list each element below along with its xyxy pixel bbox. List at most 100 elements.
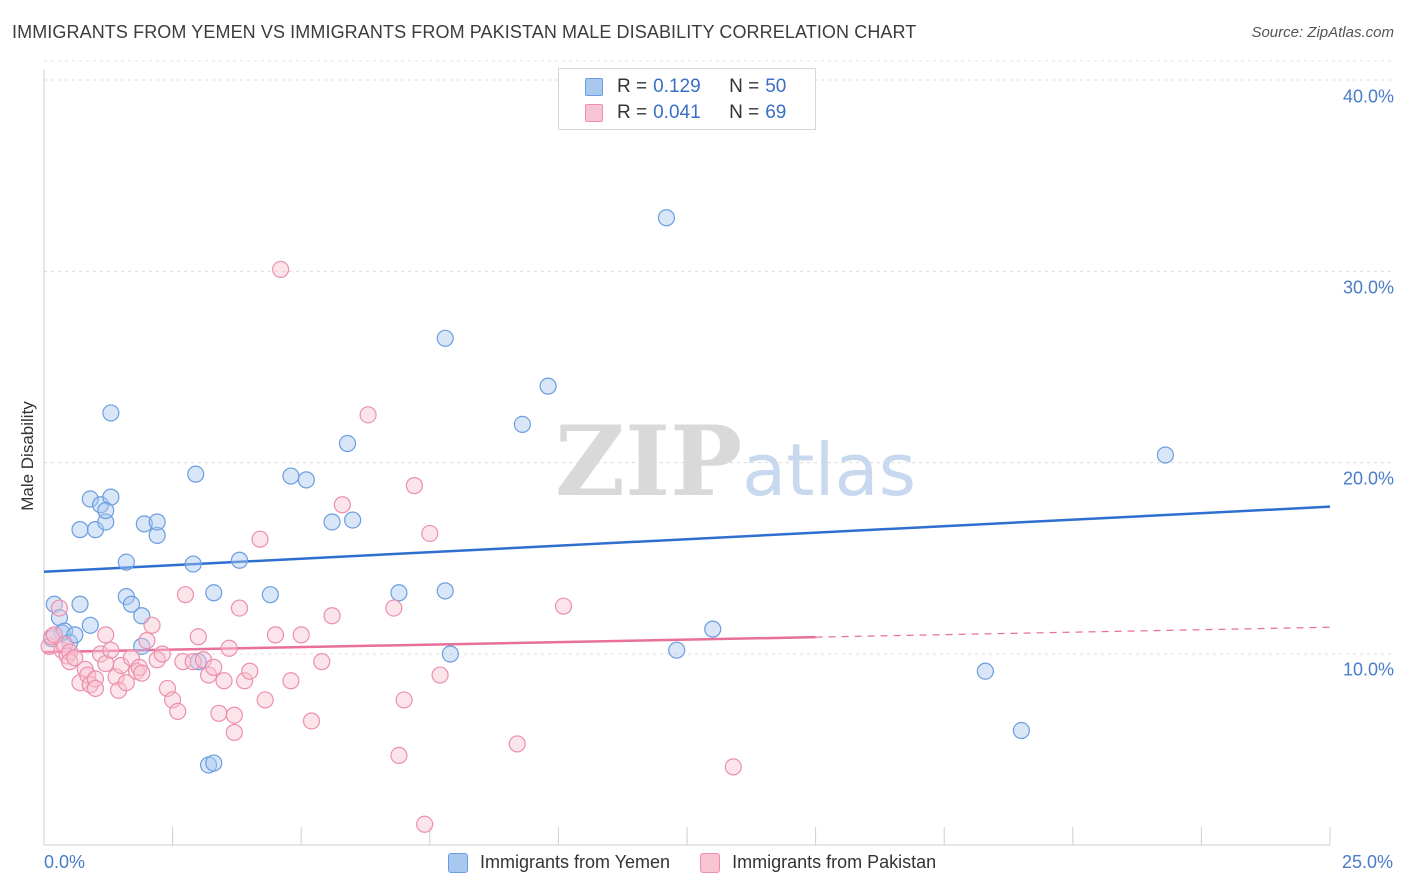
data-point-yemen (148, 513, 166, 531)
data-point-yemen (513, 415, 531, 433)
data-point-yemen (704, 620, 722, 638)
data-point-yemen (323, 513, 341, 531)
data-point-pakistan (43, 628, 61, 646)
data-point-yemen (441, 645, 459, 663)
data-point-yemen (436, 329, 454, 347)
data-point-pakistan (390, 746, 408, 765)
data-point-pakistan (138, 632, 156, 650)
data-point-pakistan (153, 645, 171, 663)
trend-line-pakistan (43, 635, 816, 654)
data-point-pakistan (176, 586, 195, 604)
legend-r-label: R = (617, 76, 648, 97)
data-point-yemen (436, 582, 454, 600)
x-tick-label-min: 0.0% (44, 852, 86, 872)
x-tick-label-max: 25.0% (1341, 852, 1393, 872)
data-point-yemen (1156, 446, 1174, 464)
y-tick-label-30: 30.0% (1342, 277, 1394, 298)
data-point-pakistan (102, 641, 120, 659)
data-point-pakistan (66, 649, 84, 667)
legend-r-label: R = (617, 102, 648, 123)
legend-n-value-yemen: 50 (765, 76, 787, 97)
data-point-pakistan (282, 672, 300, 690)
y-tick-label-20: 20.0% (1342, 468, 1394, 489)
data-point-pakistan (79, 666, 97, 684)
data-point-pakistan (266, 626, 285, 644)
series-legend-swatch-yemen (448, 852, 468, 873)
data-point-pakistan (189, 628, 207, 646)
y-axis-label: Male Disability (18, 401, 37, 511)
data-point-yemen (1012, 721, 1030, 740)
series-legend-item-yemen[interactable]: Immigrants from Yemen (448, 852, 670, 873)
trend-lines (43, 505, 1331, 654)
data-point-yemen (668, 641, 686, 659)
data-point-yemen (230, 551, 249, 569)
series-legend-label-yemen: Immigrants from Yemen (480, 852, 671, 872)
data-point-pakistan (225, 706, 243, 724)
data-point-yemen (122, 595, 141, 613)
data-point-pakistan (421, 524, 439, 543)
data-point-pakistan (97, 626, 115, 644)
data-point-pakistan (241, 662, 259, 680)
data-point-pakistan (117, 674, 135, 692)
axes (43, 70, 1331, 846)
data-point-pakistan (210, 704, 228, 722)
data-point-pakistan (86, 670, 105, 688)
data-point-yemen (976, 662, 994, 680)
data-point-pakistan (302, 712, 321, 730)
data-point-pakistan (251, 530, 269, 548)
data-point-yemen (97, 501, 115, 520)
data-point-pakistan (323, 607, 341, 625)
y-tick-label-40: 40.0% (1342, 86, 1394, 107)
data-point-pakistan (333, 496, 351, 514)
legend-n-label: N = (729, 76, 760, 97)
data-point-pakistan (169, 702, 187, 721)
data-point-yemen (205, 754, 223, 772)
data-point-pakistan (205, 658, 223, 676)
data-point-yemen (297, 471, 315, 489)
data-point-pakistan (359, 406, 377, 424)
data-point-pakistan (184, 653, 202, 671)
series-legend-item-pakistan[interactable]: Immigrants from Pakistan (700, 852, 936, 873)
data-point-pakistan (313, 653, 331, 671)
data-point-pakistan (133, 664, 151, 682)
data-point-yemen (338, 434, 357, 453)
legend-row-yemen: R = 0.129 N = 50 (585, 75, 786, 99)
data-points (40, 209, 1174, 833)
trend-line-extension-pakistan (815, 626, 1331, 638)
data-point-yemen (117, 553, 135, 571)
data-point-yemen (81, 616, 99, 634)
data-point-yemen (205, 584, 223, 602)
data-point-pakistan (292, 626, 310, 644)
data-point-yemen (261, 586, 279, 604)
data-point-pakistan (272, 260, 290, 279)
data-point-pakistan (215, 672, 233, 690)
data-point-pakistan (724, 758, 742, 776)
data-point-pakistan (50, 599, 69, 617)
data-point-yemen (71, 595, 89, 613)
data-point-yemen (657, 209, 676, 227)
legend-row-pakistan: R = 0.041 N = 69 (585, 101, 786, 125)
data-point-yemen (184, 555, 202, 573)
data-point-yemen (71, 521, 89, 539)
legend-swatch-yemen (585, 78, 603, 96)
data-point-yemen (282, 467, 300, 485)
y-tick-label-10: 10.0% (1342, 659, 1394, 680)
series-legend: Immigrants from Yemen Immigrants from Pa… (448, 852, 966, 873)
correlation-legend: R = 0.129 N = 50 R = 0.041 N = 69 (558, 68, 816, 130)
data-point-yemen (390, 584, 408, 602)
data-point-pakistan (91, 645, 110, 663)
data-point-yemen (81, 490, 99, 508)
chart-title: IMMIGRANTS FROM YEMEN VS IMMIGRANTS FROM… (12, 22, 917, 42)
data-point-pakistan (395, 691, 413, 709)
data-point-pakistan (143, 616, 161, 634)
data-point-pakistan (86, 679, 105, 698)
data-point-pakistan (508, 735, 526, 753)
legend-swatch-pakistan (585, 104, 603, 122)
source-label: Source: ZipAtlas.com (1251, 24, 1394, 41)
data-point-yemen (148, 526, 166, 544)
data-point-pakistan (554, 597, 573, 615)
legend-r-value-pakistan: 0.041 (653, 102, 701, 123)
data-point-yemen (539, 377, 557, 395)
data-point-pakistan (431, 666, 449, 684)
